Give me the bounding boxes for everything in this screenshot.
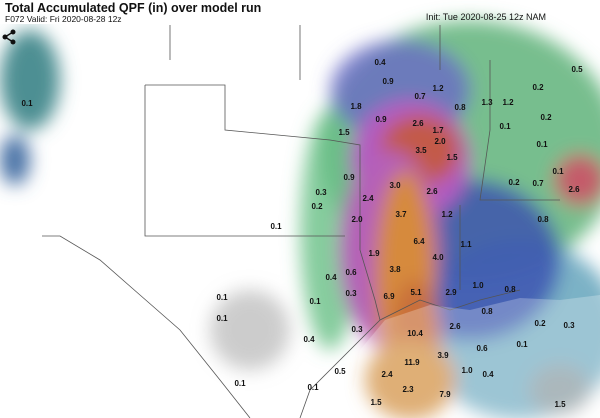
qpf-label: 1.2 [502, 98, 514, 107]
qpf-label: 7.9 [439, 390, 451, 399]
qpf-label: 0.9 [343, 173, 355, 182]
qpf-label: 1.0 [472, 281, 484, 290]
qpf-label: 0.1 [309, 297, 321, 306]
qpf-label: 0.5 [334, 367, 346, 376]
gulf [348, 295, 600, 418]
header: Total Accumulated QPF (in) over model ru… [0, 0, 270, 24]
qpf-label: 5.1 [410, 288, 422, 297]
qpf-label: 1.9 [368, 249, 380, 258]
qpf-label: 3.7 [395, 210, 407, 219]
share-button[interactable] [0, 28, 18, 46]
qpf-label: 0.1 [234, 379, 246, 388]
qpf-label: 1.3 [481, 98, 493, 107]
qpf-label: 0.1 [499, 122, 511, 131]
qpf-label: 1.2 [441, 210, 453, 219]
qpf-label: 0.8 [504, 285, 516, 294]
qpf-label: 0.8 [537, 215, 549, 224]
qpf-label: 0.2 [540, 113, 552, 122]
valid-time: F072 Valid: Fri 2020-08-28 12z [5, 14, 122, 24]
qpf-label: 0.2 [534, 319, 546, 328]
qpf-label: 0.2 [311, 202, 323, 211]
qpf-label: 0.6 [476, 344, 488, 353]
qpf-label: 1.5 [338, 128, 350, 137]
qpf-label: 1.2 [432, 84, 444, 93]
qpf-label: 1.5 [446, 153, 458, 162]
qpf-label: 3.0 [389, 181, 401, 190]
qpf-label: 0.4 [482, 370, 494, 379]
qpf-label: 4.0 [432, 253, 444, 262]
qpf-label: 0.9 [382, 77, 394, 86]
qpf-label: 0.4 [303, 335, 315, 344]
qpf-label: 2.0 [434, 137, 446, 146]
qpf-label: 0.3 [345, 289, 357, 298]
qpf-label: 2.6 [426, 187, 438, 196]
precip-field [0, 20, 600, 418]
qpf-label: 10.4 [407, 329, 423, 338]
qpf-label: 2.4 [381, 370, 393, 379]
qpf-label: 1.8 [350, 102, 362, 111]
qpf-label: 1.5 [370, 398, 382, 407]
qpf-label: 0.7 [532, 179, 544, 188]
qpf-label: 0.7 [414, 92, 426, 101]
qpf-label: 0.1 [216, 293, 228, 302]
qpf-label: 3.9 [437, 351, 449, 360]
qpf-label: 0.1 [552, 167, 564, 176]
qpf-label: 1.1 [460, 240, 472, 249]
qpf-label: 6.4 [413, 237, 425, 246]
qpf-label: 6.9 [383, 292, 395, 301]
qpf-label: 3.8 [389, 265, 401, 274]
qpf-label: 1.0 [461, 366, 473, 375]
qpf-label: 0.8 [454, 103, 466, 112]
qpf-label: 0.1 [21, 99, 33, 108]
qpf-label: 2.6 [449, 322, 461, 331]
qpf-label: 0.3 [563, 321, 575, 330]
qpf-label: 0.9 [375, 115, 387, 124]
qpf-label: 0.2 [508, 178, 520, 187]
qpf-label: 1.5 [554, 400, 566, 409]
qpf-label: 2.0 [351, 215, 363, 224]
qpf-label: 0.2 [532, 83, 544, 92]
qpf-label: 0.1 [216, 314, 228, 323]
qpf-label: 0.3 [315, 188, 327, 197]
qpf-label: 0.1 [307, 383, 319, 392]
qpf-label: 0.1 [536, 140, 548, 149]
qpf-label: 0.4 [325, 273, 337, 282]
qpf-label: 1.7 [432, 126, 444, 135]
qpf-label: 3.5 [415, 146, 427, 155]
qpf-label: 0.8 [481, 307, 493, 316]
init-time: Init: Tue 2020-08-25 12z NAM [425, 12, 546, 22]
qpf-label: 2.6 [412, 119, 424, 128]
qpf-label: 11.9 [404, 358, 420, 367]
qpf-label: 2.4 [362, 194, 374, 203]
qpf-label: 2.9 [445, 288, 457, 297]
qpf-label: 0.1 [516, 340, 528, 349]
qpf-label: 0.1 [270, 222, 282, 231]
qpf-label: 2.3 [402, 385, 414, 394]
qpf-label: 0.4 [374, 58, 386, 67]
title: Total Accumulated QPF (in) over model ru… [5, 1, 262, 15]
boundaries [42, 25, 560, 418]
qpf-label: 0.6 [345, 268, 357, 277]
qpf-label: 0.5 [571, 65, 583, 74]
qpf-label: 2.6 [568, 185, 580, 194]
qpf-label: 0.3 [351, 325, 363, 334]
